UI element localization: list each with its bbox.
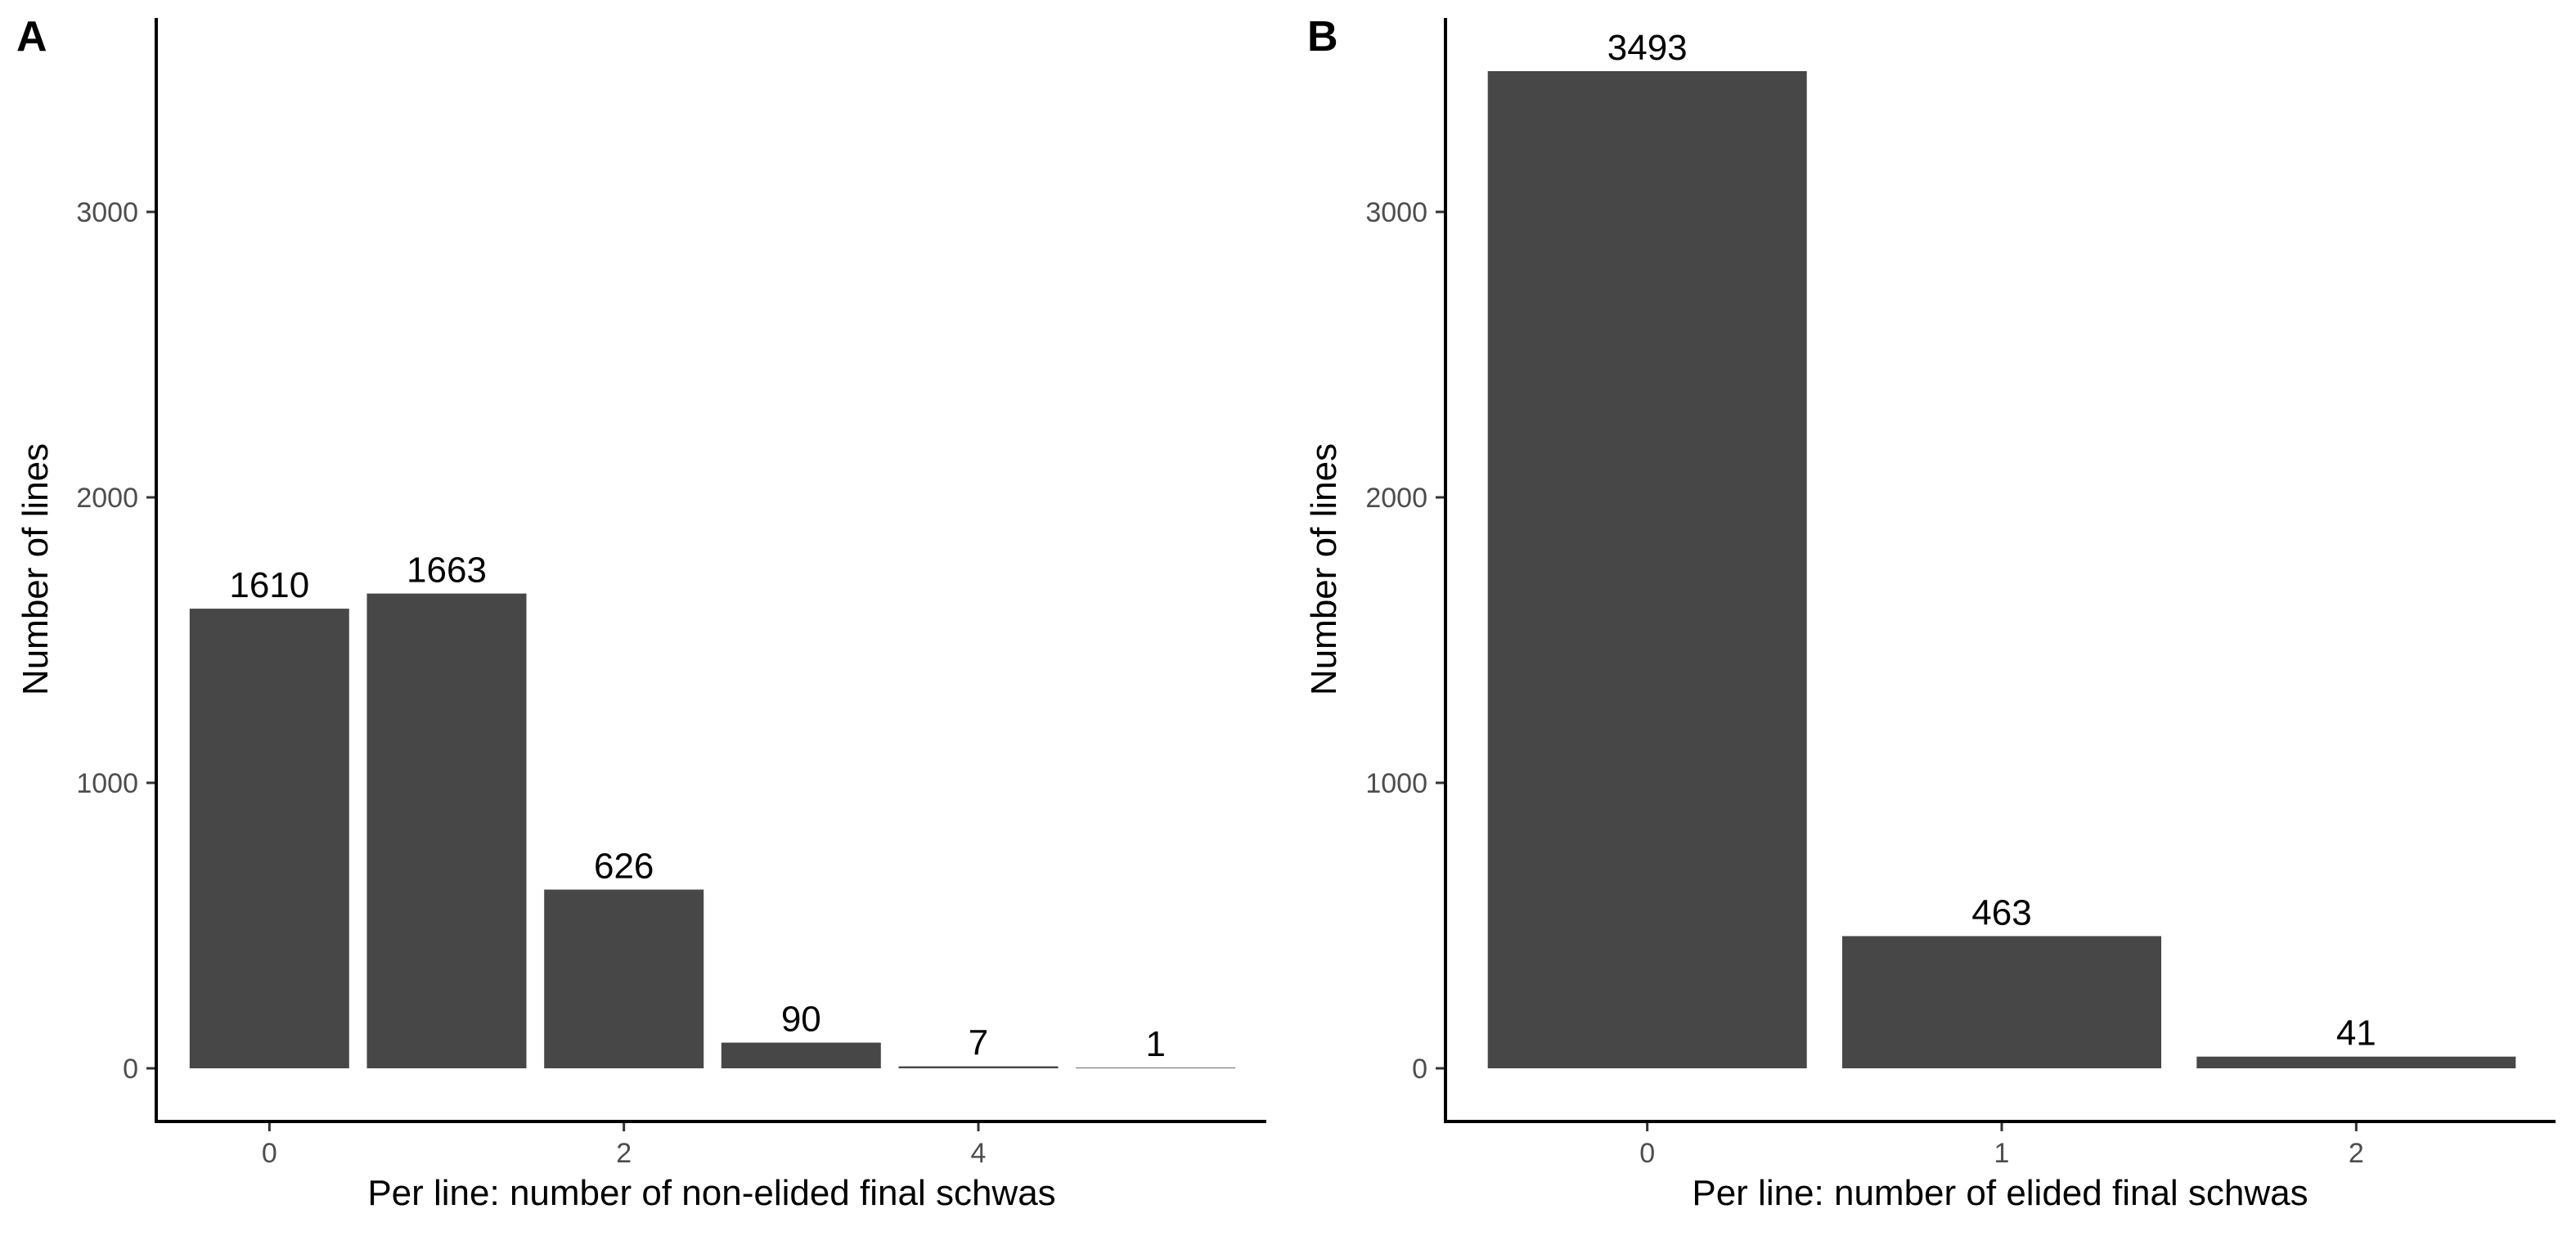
panel-b-x-axis-title: Per line: number of elided final schwas	[1692, 1173, 2308, 1213]
panel-a-y-axis-title: Number of lines	[16, 443, 56, 695]
panel-a-xtick-label-0: 0	[262, 1138, 277, 1169]
panel-a-ytick-label-2000: 2000	[76, 483, 138, 514]
panel-b-ytick-label-3000: 3000	[1365, 197, 1427, 228]
panel-a-bar-3	[721, 1042, 881, 1068]
panel-a-xtick-label-4: 4	[971, 1138, 987, 1169]
panel-b-xtick-label-0: 0	[1639, 1138, 1655, 1169]
panel-b-y-axis-title: Number of lines	[1304, 443, 1344, 695]
panel-b-bar-0	[1487, 71, 1807, 1068]
panel-a-ytick-label-0: 0	[123, 1054, 138, 1085]
panel-a-bar-1	[366, 593, 527, 1068]
panel-b-ytick-label-1000: 1000	[1365, 768, 1427, 799]
panel-b-bar-2	[2196, 1056, 2516, 1068]
panel-b-xtick-label-2: 2	[2349, 1138, 2364, 1169]
panel-a-bar-5	[1076, 1067, 1236, 1068]
panel-a-bar-label-4: 7	[969, 1023, 988, 1063]
panel-a-bar-label-0: 1610	[229, 565, 309, 605]
panel-b-bar-label-0: 3493	[1607, 28, 1688, 68]
panel-a-x-axis-title: Per line: number of non-elided final sch…	[367, 1173, 1055, 1213]
panel-b: B Number of lines Per line: number of el…	[1304, 13, 2556, 1213]
panel-b-bar-1	[1842, 936, 2161, 1068]
panel-a-bar-0	[189, 609, 349, 1068]
panel-a-xtick-label-2: 2	[616, 1138, 632, 1169]
panel-a-bar-label-3: 90	[781, 1000, 821, 1040]
panel-b-tag: B	[1307, 13, 1338, 61]
panel-a-ytick-label-3000: 3000	[76, 197, 138, 228]
panel-b-ytick-label-0: 0	[1412, 1054, 1427, 1085]
panel-a-bar-label-2: 626	[594, 847, 654, 887]
panel-b-bar-label-2: 41	[2336, 1014, 2376, 1054]
panel-b-xtick-label-1: 1	[1994, 1138, 2010, 1169]
panel-a-bar-label-1: 1663	[407, 551, 487, 591]
panel-a-tag: A	[16, 13, 47, 61]
panel-b-bar-label-1: 463	[1971, 892, 2031, 933]
panel-a-bar-4	[898, 1066, 1059, 1068]
panel-b-ytick-label-2000: 2000	[1365, 483, 1427, 514]
panel-a-bar-2	[544, 889, 704, 1068]
panel-a-bar-label-5: 1	[1145, 1024, 1165, 1064]
panel-a-ytick-label-1000: 1000	[76, 768, 138, 799]
panel-a: A Number of lines Per line: number of no…	[16, 13, 1266, 1213]
